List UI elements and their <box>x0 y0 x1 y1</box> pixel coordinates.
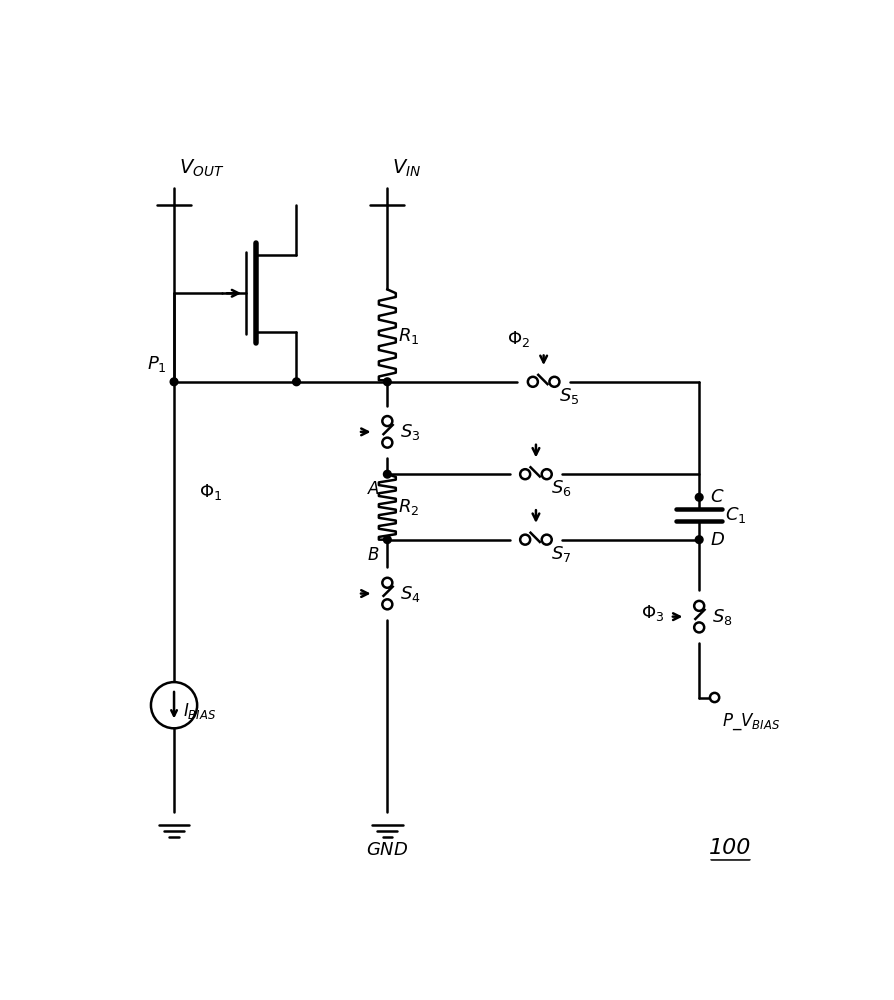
Text: $S_3$: $S_3$ <box>400 422 420 442</box>
Text: $R_1$: $R_1$ <box>398 326 419 346</box>
Text: $V_{IN}$: $V_{IN}$ <box>392 157 421 179</box>
Circle shape <box>384 536 392 544</box>
Text: $S_4$: $S_4$ <box>400 584 420 604</box>
Text: $S_5$: $S_5$ <box>559 386 579 406</box>
Text: $P_1$: $P_1$ <box>147 354 166 374</box>
Circle shape <box>384 470 392 478</box>
Circle shape <box>383 578 392 588</box>
Text: $R_2$: $R_2$ <box>398 497 419 517</box>
Circle shape <box>170 378 178 386</box>
Text: $I_{BIAS}$: $I_{BIAS}$ <box>183 701 216 721</box>
Text: $V_{OUT}$: $V_{OUT}$ <box>179 157 224 179</box>
Circle shape <box>542 535 552 545</box>
Circle shape <box>710 693 719 702</box>
Circle shape <box>696 536 703 544</box>
Text: $\Phi_1$: $\Phi_1$ <box>198 482 222 502</box>
Text: $GND$: $GND$ <box>367 841 409 859</box>
Circle shape <box>696 493 703 501</box>
Text: $\Phi_3$: $\Phi_3$ <box>641 603 665 623</box>
Circle shape <box>384 378 392 386</box>
Circle shape <box>520 469 530 479</box>
Circle shape <box>542 469 552 479</box>
Text: $C$: $C$ <box>710 488 724 506</box>
Circle shape <box>383 416 392 426</box>
Circle shape <box>383 599 392 609</box>
Text: $S_6$: $S_6$ <box>552 478 572 498</box>
Circle shape <box>694 622 704 632</box>
Text: $S_7$: $S_7$ <box>552 544 571 564</box>
Circle shape <box>383 438 392 448</box>
Text: $S_8$: $S_8$ <box>712 607 732 627</box>
Text: $C_1$: $C_1$ <box>725 505 746 525</box>
Circle shape <box>151 682 198 728</box>
Circle shape <box>520 535 530 545</box>
Text: 100: 100 <box>709 838 751 858</box>
Circle shape <box>292 378 300 386</box>
Text: $P\_V_{BIAS}$: $P\_V_{BIAS}$ <box>722 711 780 732</box>
Text: $B$: $B$ <box>367 546 380 564</box>
Text: $\Phi_2$: $\Phi_2$ <box>507 329 530 349</box>
Circle shape <box>694 601 704 611</box>
Text: $D$: $D$ <box>710 531 725 549</box>
Circle shape <box>527 377 538 387</box>
Text: $A$: $A$ <box>367 480 380 498</box>
Circle shape <box>550 377 560 387</box>
